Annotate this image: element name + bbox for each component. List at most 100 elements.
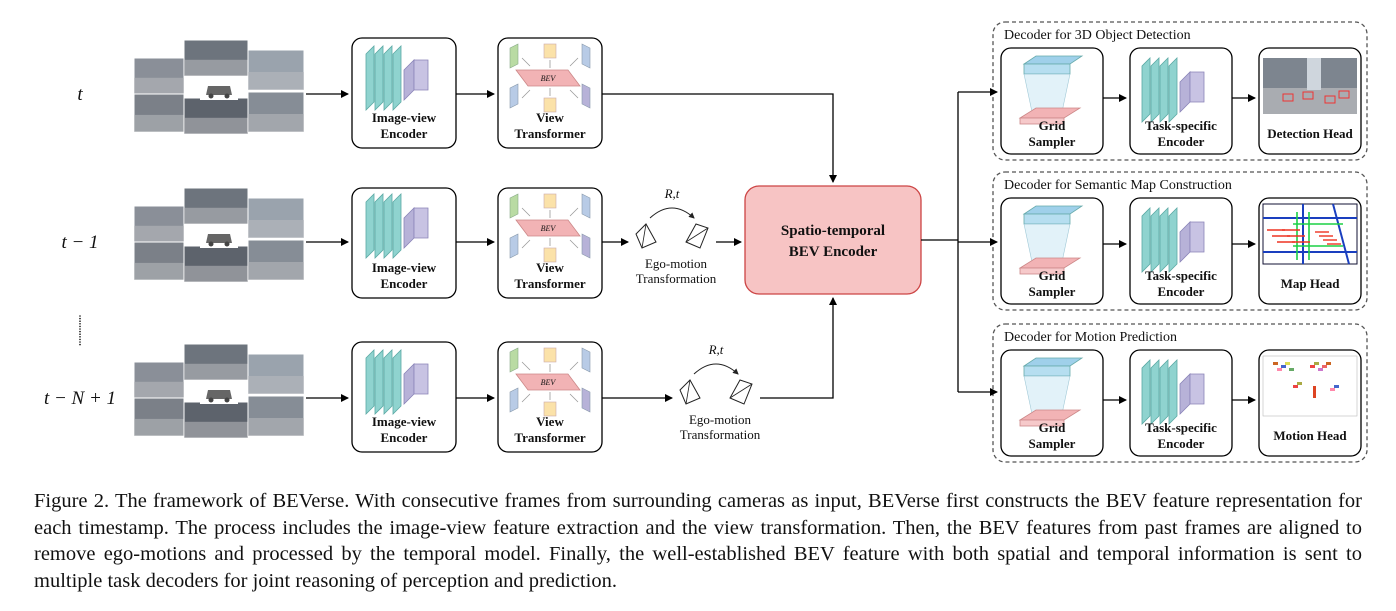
ego-frame-edge bbox=[685, 379, 691, 405]
task-encoder-icon bbox=[1141, 359, 1205, 425]
encoder-label-line2: Encoder bbox=[381, 126, 428, 141]
encoder-layer-teal bbox=[374, 349, 384, 415]
projection-arrow bbox=[569, 393, 579, 403]
encoder-layer-purple-face bbox=[1189, 71, 1205, 103]
encoder-layer-purple-face bbox=[413, 363, 429, 395]
transformer-label-line2: Transformer bbox=[514, 276, 585, 291]
encoder-layer-teal bbox=[365, 193, 375, 259]
image-view-encoder-icon bbox=[365, 45, 429, 111]
task-encoder-label-line2: Encoder bbox=[1158, 134, 1205, 149]
bev-plane bbox=[515, 373, 581, 391]
projection-arrow bbox=[521, 239, 531, 249]
decoder-2: Decoder for Semantic Map Construction Gri… bbox=[958, 171, 1368, 311]
encoder-layer-teal bbox=[1168, 207, 1178, 273]
ellipsis-dot bbox=[79, 315, 81, 317]
ellipsis-dots bbox=[79, 315, 81, 346]
ego-frame-icon bbox=[635, 223, 657, 249]
encoder-layer-teal bbox=[1141, 207, 1151, 273]
rt-label: R,t bbox=[708, 342, 724, 357]
view-image-right-bottom bbox=[581, 83, 591, 109]
projection-arrow bbox=[521, 207, 531, 217]
projection-arrow bbox=[521, 361, 531, 371]
view-transformer-icon: BEV bbox=[509, 193, 591, 263]
encoder-layer-teal bbox=[383, 193, 393, 259]
encoder-layer-teal bbox=[383, 349, 393, 415]
sampler-bev-face bbox=[1019, 267, 1065, 275]
motion-trajectory-mark bbox=[1313, 386, 1316, 398]
encoder-layer-purple-face bbox=[413, 207, 429, 239]
view-image-bottom bbox=[543, 401, 557, 417]
detection-box-mark bbox=[1282, 93, 1294, 102]
camera-view-road bbox=[134, 77, 184, 94]
camera-view-road bbox=[134, 114, 184, 132]
car-wheel-icon bbox=[224, 93, 230, 99]
encoder-layer-teal bbox=[1150, 359, 1160, 425]
camera-view-road bbox=[248, 72, 304, 90]
encoder-layer-teal bbox=[392, 45, 402, 111]
motion-agent-mark bbox=[1273, 362, 1278, 365]
encoder-layer-purple-face bbox=[413, 59, 429, 91]
sampler-frustum bbox=[1023, 223, 1071, 263]
view-image-right-bottom bbox=[581, 233, 591, 259]
ego-frame-edge bbox=[641, 223, 647, 249]
spatio-temporal-bev-encoder-box bbox=[744, 185, 922, 295]
encoder-layer-teal bbox=[383, 45, 393, 111]
motion-agent-mark bbox=[1334, 385, 1339, 388]
map-boundary-lines bbox=[1263, 203, 1357, 265]
encoder-layer-teal bbox=[1159, 57, 1169, 123]
sampler-label-line2: Sampler bbox=[1029, 134, 1076, 149]
encoder-label-line1: Image-view bbox=[372, 260, 437, 275]
camera-view-road bbox=[184, 207, 248, 224]
camera-view-road bbox=[134, 381, 184, 398]
map-head-image bbox=[1262, 203, 1358, 265]
encoder-layer-teal bbox=[1159, 207, 1169, 273]
bev-tag: BEV bbox=[541, 74, 557, 83]
ellipsis-dot bbox=[79, 323, 81, 325]
encoder-layer-teal bbox=[1141, 57, 1151, 123]
car-icon bbox=[206, 390, 232, 399]
ego-frame-icon bbox=[729, 379, 753, 405]
motion-agent-mark bbox=[1310, 365, 1315, 368]
motion-agent-mark bbox=[1318, 368, 1323, 371]
detection-head-sky bbox=[1307, 58, 1321, 90]
time-label: t bbox=[77, 84, 83, 105]
sampler-frustum bbox=[1023, 73, 1071, 113]
central-encoder-label-line1: Spatio-temporal bbox=[781, 223, 885, 239]
task-encoder-label-line1: Task-specific bbox=[1145, 118, 1217, 133]
view-image-right-top bbox=[581, 193, 591, 219]
sampler-bev-face bbox=[1019, 419, 1065, 427]
view-transformer-icon: BEV bbox=[509, 43, 591, 113]
detection-box-mark bbox=[1338, 90, 1350, 99]
encoder-layer-teal bbox=[392, 349, 402, 415]
decoder-title: Decoder for 3D Object Detection bbox=[1004, 28, 1191, 43]
ellipsis-dot bbox=[79, 336, 81, 338]
bev-plane bbox=[515, 69, 581, 87]
view-image-left-bottom bbox=[509, 233, 519, 259]
motion-agent-mark bbox=[1314, 362, 1319, 365]
ellipsis-dot bbox=[79, 317, 81, 320]
ego-motion-label-line2: Transformation bbox=[636, 271, 717, 286]
task-encoder-label-line2: Encoder bbox=[1158, 284, 1205, 299]
projection-arrow bbox=[521, 89, 531, 99]
car-wheel-icon bbox=[208, 93, 214, 99]
ego-motion-arc bbox=[649, 207, 695, 219]
ellipsis-dot bbox=[79, 333, 81, 336]
ego-frame-icon bbox=[679, 379, 701, 405]
figure-caption: Figure 2. The framework of BEVerse. With… bbox=[34, 490, 1362, 592]
projection-arrow bbox=[569, 239, 579, 249]
sampler-label-line1: Grid bbox=[1039, 268, 1066, 283]
task-encoder-label-line2: Encoder bbox=[1158, 436, 1205, 451]
encoder-label-line2: Encoder bbox=[381, 276, 428, 291]
motion-agent-mark bbox=[1289, 368, 1294, 371]
view-image-bottom bbox=[543, 97, 557, 113]
view-image-right-bottom bbox=[581, 387, 591, 413]
motion-agent-mark bbox=[1322, 365, 1327, 368]
camera-view-road bbox=[184, 265, 248, 282]
encoder-layer-teal bbox=[1159, 359, 1169, 425]
surround-camera-images bbox=[133, 343, 305, 439]
view-image-left-top bbox=[509, 193, 519, 219]
